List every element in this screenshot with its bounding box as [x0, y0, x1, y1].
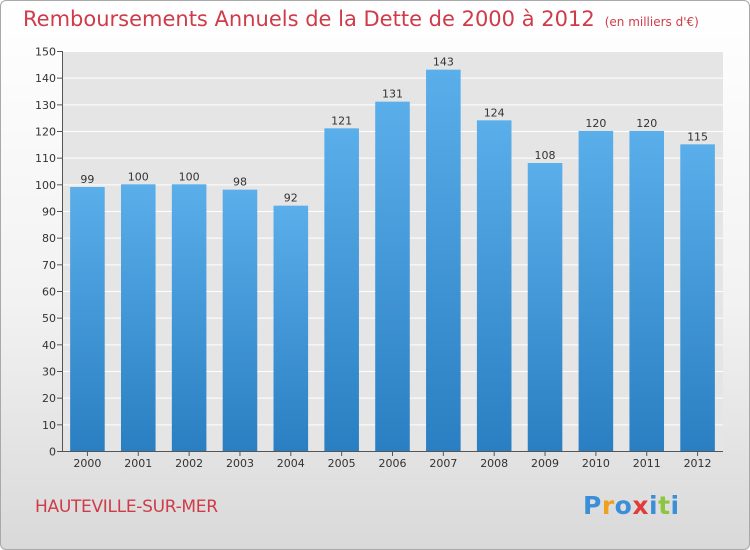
chart-title: Remboursements Annuels de la Dette de 20… [23, 7, 699, 31]
x-tick-label-2006: 2006 [379, 457, 407, 470]
bar-2000 [70, 187, 105, 451]
proxiti-logo: Proxiti [583, 491, 680, 520]
data-label-2006: 131 [382, 88, 403, 101]
bar-2008 [476, 120, 512, 451]
logo-letter: i [670, 491, 680, 520]
data-label-2005: 121 [331, 114, 352, 127]
chart-subtitle: (en milliers d'€) [604, 15, 699, 29]
bar-2007 [426, 69, 461, 452]
y-tick-label: 100 [35, 179, 56, 192]
y-tick-label: 40 [42, 339, 56, 352]
x-tick-label-2008: 2008 [480, 457, 508, 470]
y-tick-label: 70 [42, 259, 56, 272]
logo-letter: x [632, 491, 649, 520]
x-tick-label-2001: 2001 [124, 457, 152, 470]
x-tick-label-2010: 2010 [582, 457, 610, 470]
chart-title-text: Remboursements Annuels de la Dette de 20… [23, 7, 595, 31]
y-tick-label: 60 [42, 286, 56, 299]
x-tick-label-2004: 2004 [277, 457, 305, 470]
logo-letter: i [649, 491, 659, 520]
bar-2003 [222, 189, 258, 451]
data-label-2008: 124 [484, 106, 505, 119]
data-label-2010: 120 [585, 117, 606, 130]
x-tick-label-2000: 2000 [73, 457, 101, 470]
data-label-2000: 99 [80, 173, 94, 186]
logo-letter: o [614, 491, 633, 520]
y-tick-label: 150 [35, 46, 56, 59]
y-tick-label: 0 [49, 446, 56, 459]
y-tick-label: 90 [42, 206, 56, 219]
bar-2002 [171, 184, 207, 452]
data-label-2009: 108 [535, 149, 556, 162]
y-tick-label: 80 [42, 232, 56, 245]
x-tick-label-2009: 2009 [531, 457, 559, 470]
logo-letter: P [583, 491, 602, 520]
x-tick-label-2007: 2007 [429, 457, 457, 470]
bar-2005 [324, 128, 359, 451]
bar-2011 [629, 131, 665, 451]
y-tick-label: 30 [42, 366, 56, 379]
bar-2009 [527, 163, 563, 451]
y-axis: 0 10 20 30 40 50 60 70 80 90 100 110 120 130 140 150 [35, 46, 63, 459]
y-tick-label: 10 [42, 419, 56, 432]
data-label-2001: 100 [128, 170, 149, 183]
bar-2006 [375, 101, 410, 452]
x-tick-label-2003: 2003 [226, 457, 254, 470]
bar-2004 [273, 205, 309, 451]
data-label-2011: 120 [636, 117, 657, 130]
logo-letter: t [658, 491, 671, 520]
y-tick-label: 50 [42, 312, 56, 325]
data-label-2003: 98 [233, 176, 247, 189]
y-tick-label: 120 [35, 126, 56, 139]
logo-letter: r [601, 491, 615, 520]
bars: 99 100 100 98 92 121 131 143 124 108 120 120 115 [70, 56, 715, 452]
x-tick-label-2011: 2011 [633, 457, 661, 470]
y-tick-label: 110 [35, 152, 56, 165]
data-label-2002: 100 [179, 170, 200, 183]
data-label-2007: 143 [433, 56, 454, 69]
data-label-2012: 115 [687, 130, 708, 143]
location-label: HAUTEVILLE-SUR-MER [35, 497, 218, 517]
y-tick-label: 20 [42, 392, 56, 405]
y-tick-label: 140 [35, 72, 56, 85]
x-tick-label-2012: 2012 [684, 457, 712, 470]
bar-2012 [680, 144, 715, 452]
bar-2001 [120, 184, 156, 452]
x-tick-label-2002: 2002 [175, 457, 203, 470]
x-tick-label-2005: 2005 [328, 457, 356, 470]
x-axis: 2000 2001 2002 2003 2004 2005 2006 2007 2008 2009… [62, 451, 723, 470]
bar-2010 [578, 131, 614, 451]
y-tick-label: 130 [35, 99, 56, 112]
data-label-2004: 92 [284, 192, 298, 205]
